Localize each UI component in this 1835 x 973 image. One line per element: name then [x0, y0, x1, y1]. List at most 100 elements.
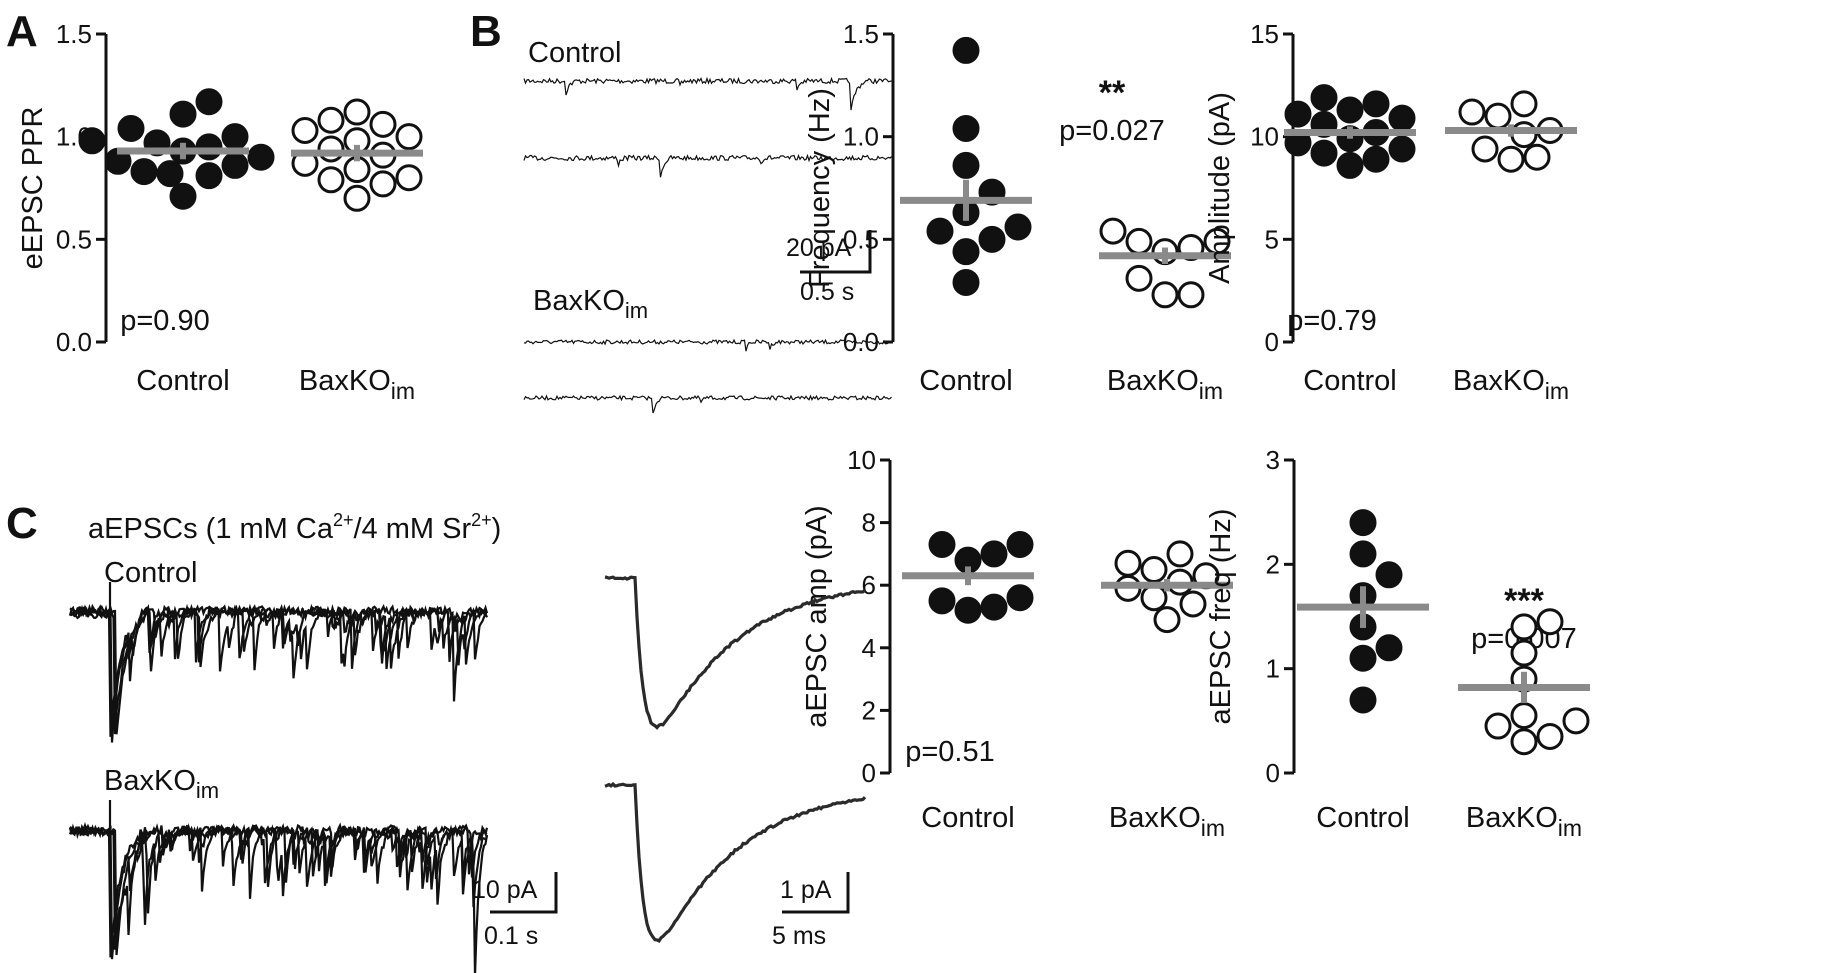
data-point	[1484, 712, 1512, 740]
data-point	[952, 238, 980, 266]
trace-baxko-b-1	[523, 338, 892, 352]
data-point	[954, 596, 982, 624]
trace-control-b-1	[523, 76, 892, 111]
y-tick-label: 3	[1266, 445, 1280, 475]
y-tick-label: 8	[862, 508, 876, 538]
scalebar-c-2-time: 5 ms	[772, 922, 826, 950]
y-axis-title: eEPSC PPR	[17, 107, 49, 270]
category-label: Control	[919, 365, 1013, 397]
data-point	[1310, 139, 1338, 167]
data-point	[1125, 227, 1153, 255]
trace-label-baxko-c: BaxKOim	[104, 765, 219, 803]
data-point	[952, 268, 980, 296]
y-tick-label: 2	[1266, 549, 1280, 579]
p-value: p=0.79	[1287, 305, 1377, 337]
scalebar-c-1-time: 0.1 s	[484, 922, 538, 950]
data-point	[1362, 90, 1390, 118]
data-point	[1471, 135, 1499, 163]
data-point	[1510, 728, 1538, 756]
data-point	[1497, 145, 1525, 173]
data-point	[1510, 702, 1538, 730]
data-point	[369, 170, 397, 198]
data-point	[317, 166, 345, 194]
data-point	[221, 123, 249, 151]
category-label: BaxKOim	[1466, 802, 1582, 841]
panel-c-heading: aEPSCs (1 mM Ca2+/4 mM Sr2+)	[88, 510, 501, 545]
y-tick-label: 4	[862, 633, 876, 663]
panel-c-traces: aEPSCs (1 mM Ca2+/4 mM Sr2+) Control Bax…	[68, 510, 867, 973]
y-tick-label: 1	[1266, 654, 1280, 684]
data-point	[78, 127, 106, 155]
trace-control-b-2	[523, 153, 892, 178]
data-point	[1179, 590, 1207, 618]
data-point	[1562, 707, 1590, 735]
y-tick-label: 5	[1265, 224, 1279, 254]
data-point	[928, 531, 956, 559]
p-value: p=0.90	[120, 305, 210, 337]
data-point	[952, 36, 980, 64]
scalebar-c-2-amp: 1 pA	[780, 876, 832, 904]
chart-c-amp: 0 2 4 6 8 10 aEPSC amp (pA) Control BaxKOim p=0.5…	[801, 445, 1233, 841]
y-tick-label: 6	[862, 570, 876, 600]
y-axis-title: aEPSC amp (pA)	[801, 505, 833, 727]
data-point	[1310, 84, 1338, 112]
data-point	[291, 117, 319, 145]
data-point	[395, 123, 423, 151]
data-point	[978, 225, 1006, 253]
data-point	[1510, 90, 1538, 118]
data-point	[1510, 121, 1538, 149]
scalebar-b	[800, 230, 872, 274]
y-axis-title: aEPSC freq (Hz)	[1205, 509, 1237, 725]
data-point	[130, 158, 158, 186]
data-point	[195, 162, 223, 190]
category-label: BaxKOim	[299, 365, 415, 404]
y-tick-label: 15	[1250, 19, 1279, 49]
y-tick-label: 1.0	[843, 122, 879, 152]
p-value: p=0.51	[905, 736, 995, 768]
trace-baxko-c	[68, 800, 489, 973]
data-point	[169, 100, 197, 128]
data-point	[980, 593, 1008, 621]
data-point	[952, 114, 980, 142]
significance-stars: **	[1099, 74, 1126, 112]
charts: 0.0 0.5 1.0 1.5 eEPSC PPR Control BaxKOim p=0.9…	[17, 19, 1590, 841]
data-point	[195, 88, 223, 116]
data-point	[1099, 217, 1127, 245]
chart-b-amp: 0 5 10 15 Amplitude (pA) Control BaxKOim p=0.79	[1204, 19, 1577, 404]
scalebar-c-1	[490, 872, 558, 914]
aepsc-sweep	[68, 606, 488, 735]
data-point	[1166, 540, 1194, 568]
p-value: p=0.027	[1059, 115, 1165, 147]
y-tick-label: 1.5	[843, 19, 879, 49]
y-tick-label: 0.5	[843, 224, 879, 254]
data-point	[1349, 509, 1377, 537]
data-point	[1140, 584, 1168, 612]
data-point	[1510, 613, 1538, 641]
trace-label-baxko-b: BaxKOim	[533, 285, 648, 323]
data-point	[980, 540, 1008, 568]
category-label: Control	[1316, 802, 1410, 834]
data-point	[156, 160, 184, 188]
data-point	[1362, 145, 1390, 173]
data-point	[317, 106, 345, 134]
data-point	[1114, 549, 1142, 577]
aepsc-sweep	[68, 603, 489, 737]
data-point	[221, 151, 249, 179]
scalebar-b-amp: 20 pA	[786, 234, 852, 262]
category-label: BaxKOim	[1107, 365, 1223, 404]
y-tick-label: 10	[1250, 122, 1279, 152]
aepsc-sweep	[69, 603, 488, 743]
panel-letter-a: A	[6, 7, 38, 56]
category-label: BaxKOim	[1109, 802, 1225, 841]
data-point	[1388, 135, 1416, 163]
data-point	[343, 184, 371, 212]
category-label: Control	[1303, 365, 1397, 397]
category-label: BaxKOim	[1453, 365, 1569, 404]
trace-label-control-c: Control	[104, 557, 198, 589]
data-point	[1006, 531, 1034, 559]
y-tick-label: 0	[1266, 758, 1280, 788]
scalebar-c-1-amp: 10 pA	[472, 876, 538, 904]
data-point	[1484, 102, 1512, 130]
